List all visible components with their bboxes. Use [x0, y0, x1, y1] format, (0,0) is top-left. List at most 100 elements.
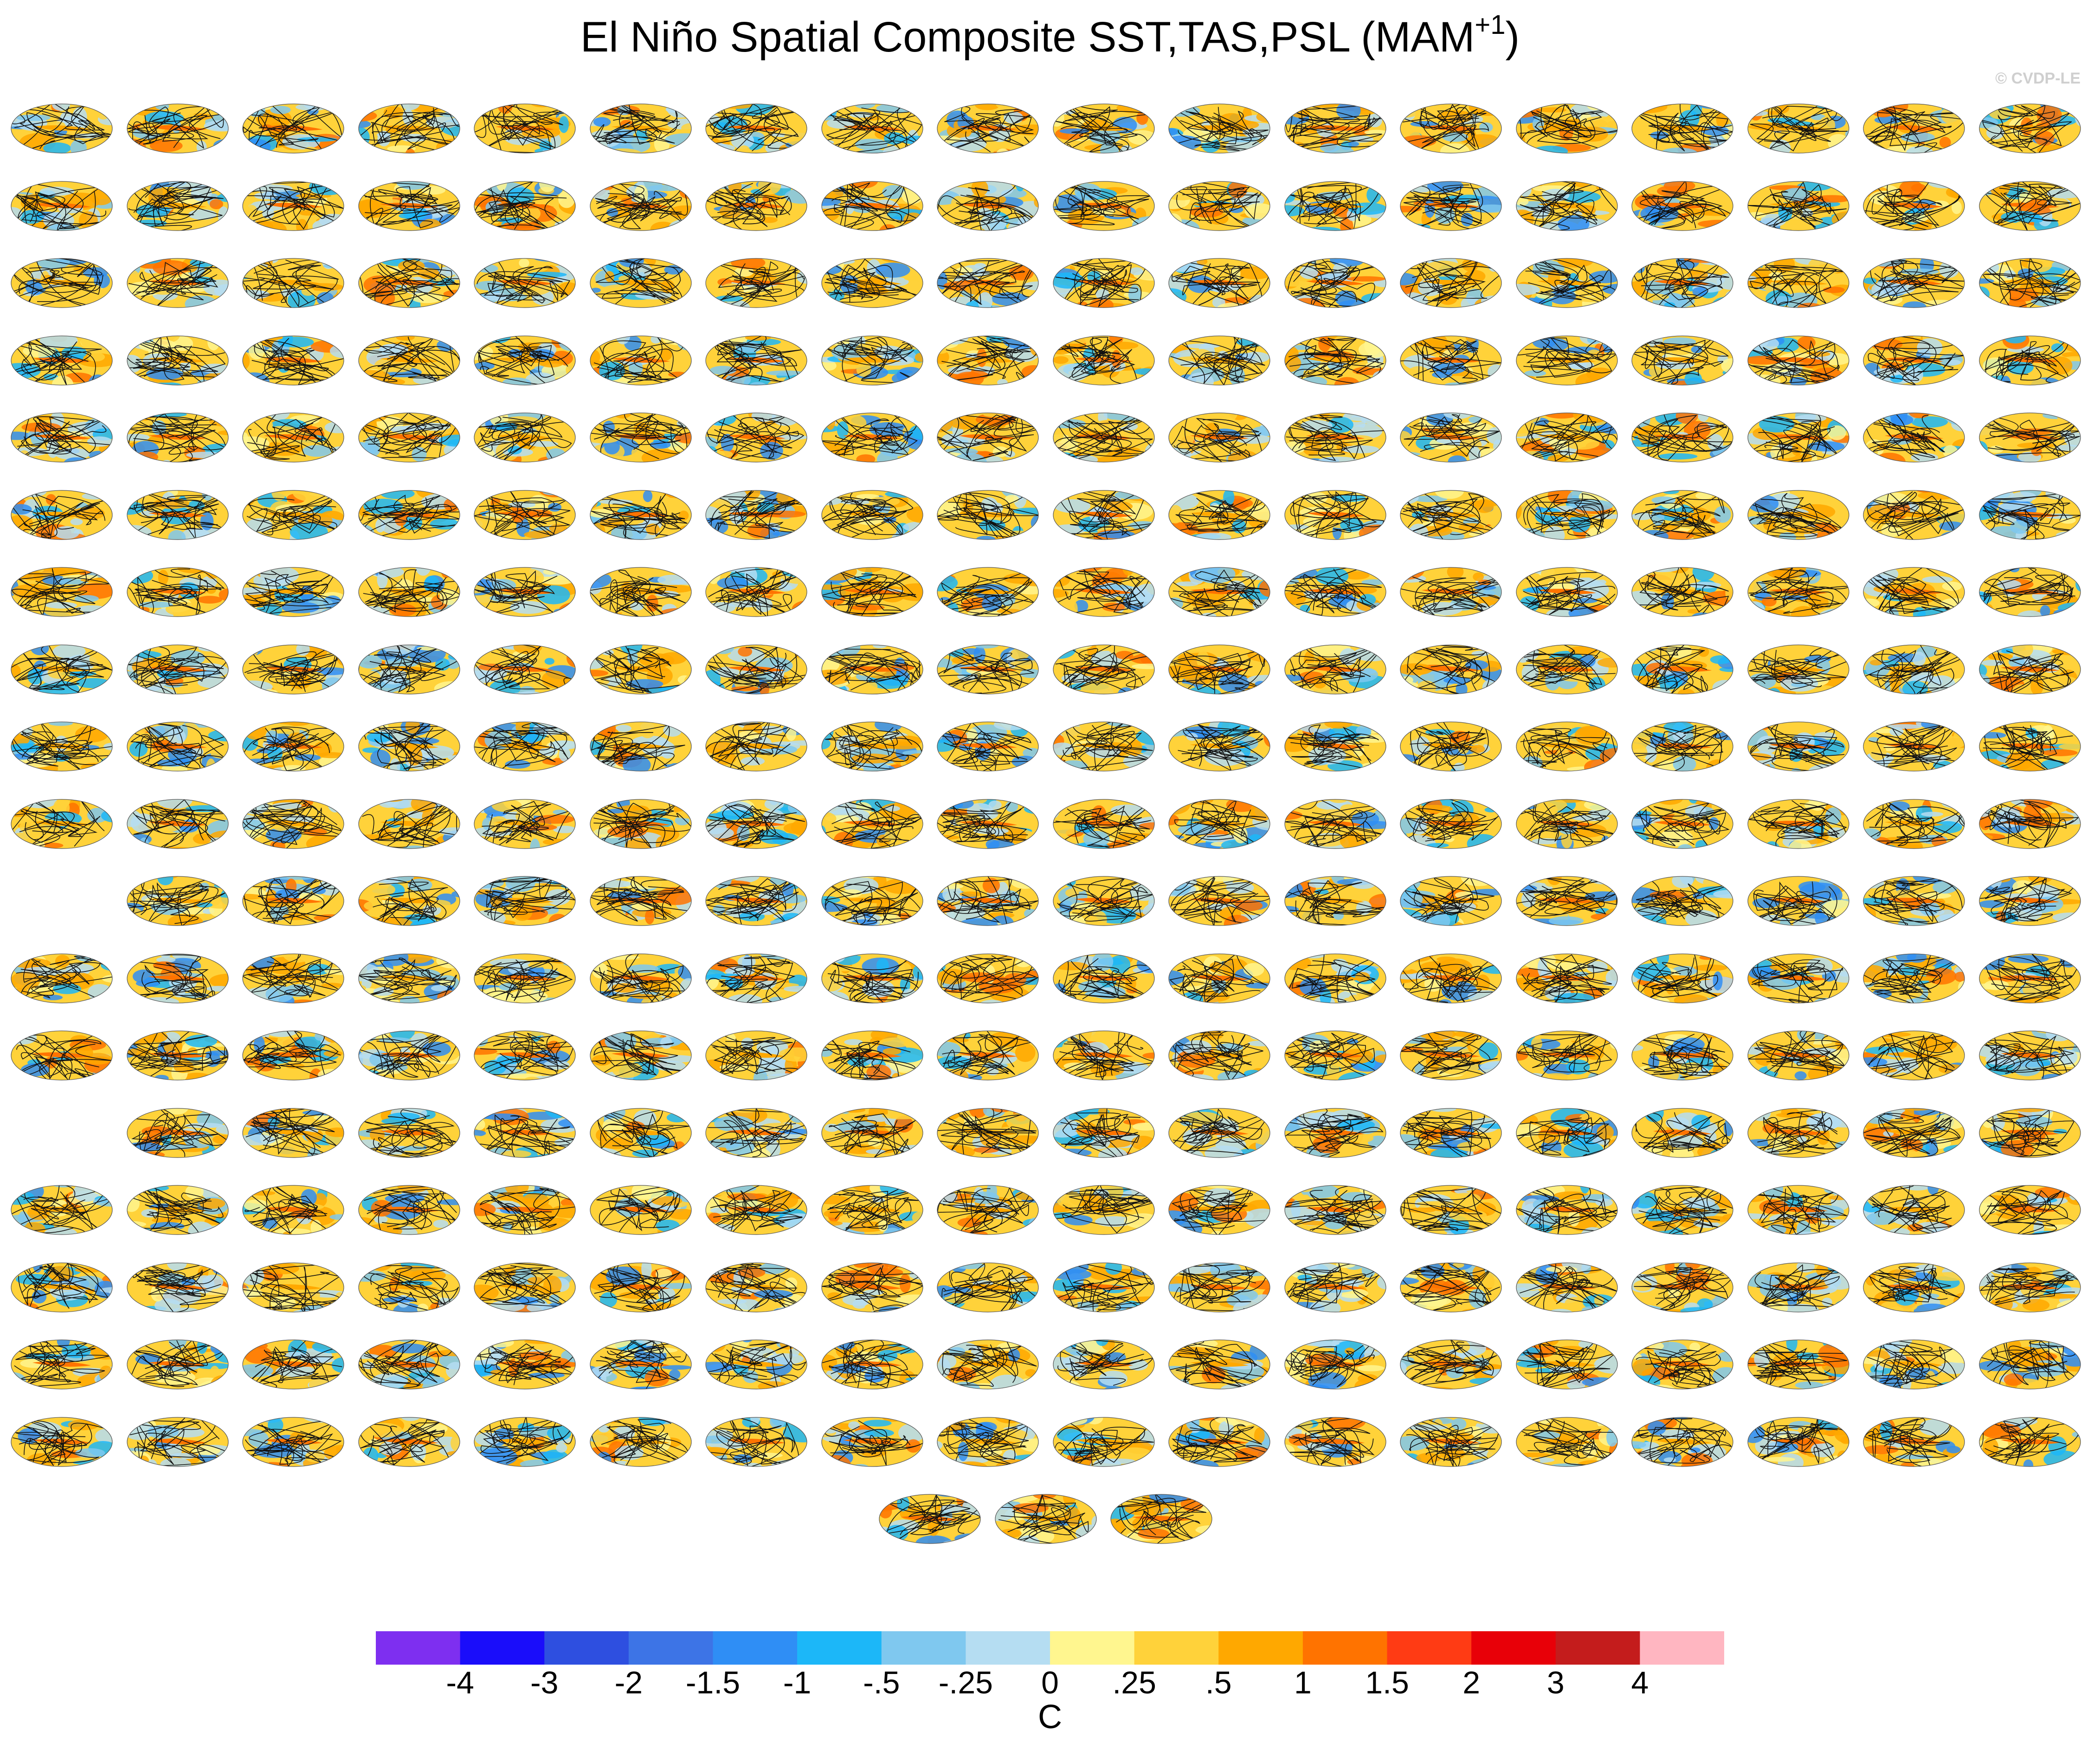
- map-panel-plot: [1978, 644, 2081, 695]
- map-panel-plot: [1052, 798, 1155, 849]
- map-panel-plot: [358, 644, 460, 695]
- map-panel-plot: [358, 258, 460, 308]
- map-panel: [1978, 1029, 2082, 1082]
- map-panel: [704, 1184, 809, 1236]
- map-panel: [357, 1415, 462, 1468]
- map-panel: [1862, 1338, 1966, 1391]
- map-panel: [1167, 875, 1272, 927]
- map-panel-plot: [474, 798, 576, 849]
- map-panel-plot: [1168, 1185, 1270, 1235]
- map-panel: [472, 952, 577, 1005]
- map-panel-plot: [1400, 180, 1502, 231]
- map-panel-plot: [1284, 103, 1386, 154]
- map-panel-plot: [1863, 1185, 1965, 1235]
- map-panel: [1514, 1338, 1619, 1391]
- map-panel-plot: [1400, 644, 1502, 695]
- map-panel-plot: [1400, 258, 1502, 308]
- map-panel: [820, 875, 925, 927]
- map-panel: [820, 180, 925, 232]
- map-panel: [704, 566, 809, 618]
- map-panel: [1978, 566, 2082, 618]
- map-panel-plot: [1747, 1416, 1849, 1467]
- map-panel-plot: [879, 1494, 981, 1544]
- map-panel-grid: [9, 102, 2082, 1545]
- map-panel-plot: [1747, 1262, 1849, 1312]
- map-panel: [1398, 102, 1503, 155]
- map-panel: [588, 1338, 693, 1391]
- map-panel-plot: [1747, 1107, 1849, 1158]
- map-panel-plot: [821, 567, 923, 617]
- map-panel: [1630, 643, 1735, 696]
- map-panel: [1051, 1338, 1156, 1391]
- map-panel-plot: [821, 1416, 923, 1467]
- map-panel: [357, 102, 462, 155]
- map-panel: [820, 1261, 925, 1314]
- map-panel: [588, 720, 693, 773]
- map-panel-plot: [1515, 1339, 1618, 1390]
- map-panel: [1109, 1493, 1214, 1545]
- map-panel-plot: [358, 1185, 460, 1235]
- map-panel-plot: [1284, 258, 1386, 308]
- map-panel-plot: [821, 721, 923, 772]
- map-panel-plot: [1747, 180, 1849, 231]
- map-panel-plot: [126, 1416, 229, 1467]
- map-panel: [935, 875, 1040, 927]
- map-panel-plot: [358, 876, 460, 926]
- map-panel: [472, 334, 577, 387]
- map-panel: [820, 1029, 925, 1082]
- map-panel: [935, 643, 1040, 696]
- map-panel: [704, 1107, 809, 1159]
- map-panel-plot: [1284, 1339, 1386, 1390]
- colorbar-tick-label: -4: [446, 1665, 474, 1700]
- map-panel-plot: [1978, 489, 2081, 540]
- map-panel-plot: [1168, 644, 1270, 695]
- map-panel-plot: [937, 180, 1039, 231]
- map-panel: [1862, 1107, 1966, 1159]
- map-panel-plot: [11, 1339, 113, 1390]
- colorbar-segment: [544, 1631, 629, 1665]
- map-panel-plot: [126, 953, 229, 1004]
- map-panel: [935, 1107, 1040, 1159]
- map-panel: [1746, 1415, 1851, 1468]
- map-panel-plot: [589, 644, 692, 695]
- map-panel: [472, 411, 577, 464]
- map-panel: [241, 566, 346, 618]
- map-panel-plot: [358, 721, 460, 772]
- map-panel-plot: [474, 1107, 576, 1158]
- map-panel: [1398, 643, 1503, 696]
- map-panel-plot: [705, 1416, 807, 1467]
- map-panel-plot: [1863, 876, 1965, 926]
- map-panel-plot: [1052, 1262, 1155, 1312]
- map-panel: [1630, 334, 1735, 387]
- map-panel: [241, 257, 346, 309]
- map-panel: [9, 1029, 114, 1082]
- map-panel-plot: [126, 412, 229, 463]
- map-panel: [1978, 489, 2082, 541]
- map-panel-plot: [1631, 1030, 1733, 1081]
- map-panel-plot: [242, 335, 344, 386]
- map-panel-plot: [1052, 1107, 1155, 1158]
- map-panel: [1630, 1338, 1735, 1391]
- map-panel: [588, 1029, 693, 1082]
- map-panel-plot: [1863, 335, 1965, 386]
- map-panel-plot: [1284, 1416, 1386, 1467]
- colorbar-segment: [881, 1631, 966, 1665]
- map-panel-plot: [242, 1339, 344, 1390]
- map-panel-plot: [705, 798, 807, 849]
- colorbar-tick-label: -.25: [938, 1665, 993, 1700]
- map-panel-plot: [821, 258, 923, 308]
- map-panel: [820, 489, 925, 541]
- colorbar-tick-labels: -4 -3 -2 -1.5 -1 -.5 -.25 0 .25 .5 1 1.5 2 3 4: [0, 1665, 2100, 1706]
- map-panel-plot: [589, 489, 692, 540]
- map-panel: [1862, 489, 1966, 541]
- map-panel: [1978, 257, 2082, 309]
- map-panel: [704, 875, 809, 927]
- map-panel: [1978, 952, 2082, 1005]
- map-panel-plot: [242, 1262, 344, 1312]
- map-panel-plot: [821, 1107, 923, 1158]
- map-panel-plot: [242, 721, 344, 772]
- map-panel-plot: [358, 489, 460, 540]
- map-panel-plot: [1631, 721, 1733, 772]
- map-panel-plot: [1978, 1030, 2081, 1081]
- map-panel-plot: [1168, 953, 1270, 1004]
